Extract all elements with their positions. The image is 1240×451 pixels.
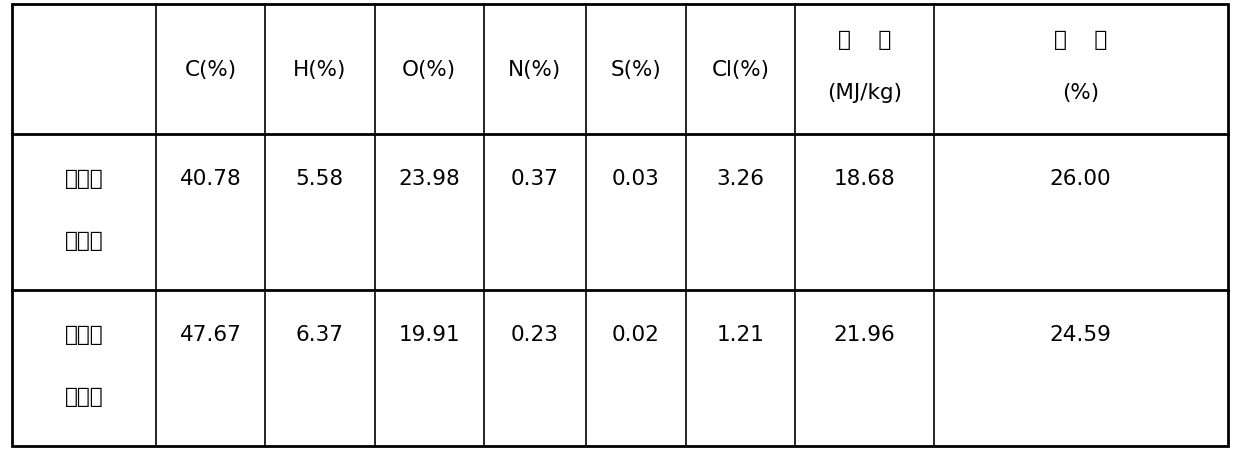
Text: 3.26: 3.26 bbox=[717, 169, 764, 189]
Text: 19.91: 19.91 bbox=[398, 324, 460, 344]
Text: 21.96: 21.96 bbox=[833, 324, 895, 344]
Text: 26.00: 26.00 bbox=[1050, 169, 1111, 189]
Text: 1.21: 1.21 bbox=[717, 324, 764, 344]
Text: C(%): C(%) bbox=[185, 60, 237, 80]
Text: Cl(%): Cl(%) bbox=[712, 60, 769, 80]
Text: S(%): S(%) bbox=[610, 60, 661, 80]
Text: 23.98: 23.98 bbox=[398, 169, 460, 189]
Text: N(%): N(%) bbox=[508, 60, 562, 80]
Text: 灰    分: 灰 分 bbox=[1054, 30, 1107, 50]
Text: 热    值: 热 值 bbox=[838, 30, 890, 50]
Text: 提质前: 提质前 bbox=[64, 169, 103, 189]
Text: O(%): O(%) bbox=[402, 60, 456, 80]
Text: H(%): H(%) bbox=[293, 60, 346, 80]
Text: 0.03: 0.03 bbox=[611, 169, 660, 189]
Text: 混合物: 混合物 bbox=[64, 231, 103, 251]
Text: 24.59: 24.59 bbox=[1049, 324, 1111, 344]
Text: 6.37: 6.37 bbox=[296, 324, 343, 344]
Text: (MJ/kg): (MJ/kg) bbox=[827, 83, 901, 103]
Text: 提质后: 提质后 bbox=[64, 324, 103, 344]
Text: 40.78: 40.78 bbox=[180, 169, 242, 189]
Text: 5.58: 5.58 bbox=[296, 169, 343, 189]
Text: 47.67: 47.67 bbox=[180, 324, 242, 344]
Text: 18.68: 18.68 bbox=[833, 169, 895, 189]
Text: 0.02: 0.02 bbox=[611, 324, 660, 344]
Text: 0.37: 0.37 bbox=[511, 169, 559, 189]
Text: 0.23: 0.23 bbox=[511, 324, 559, 344]
Text: (%): (%) bbox=[1061, 83, 1099, 103]
Text: 混合物: 混合物 bbox=[64, 387, 103, 406]
